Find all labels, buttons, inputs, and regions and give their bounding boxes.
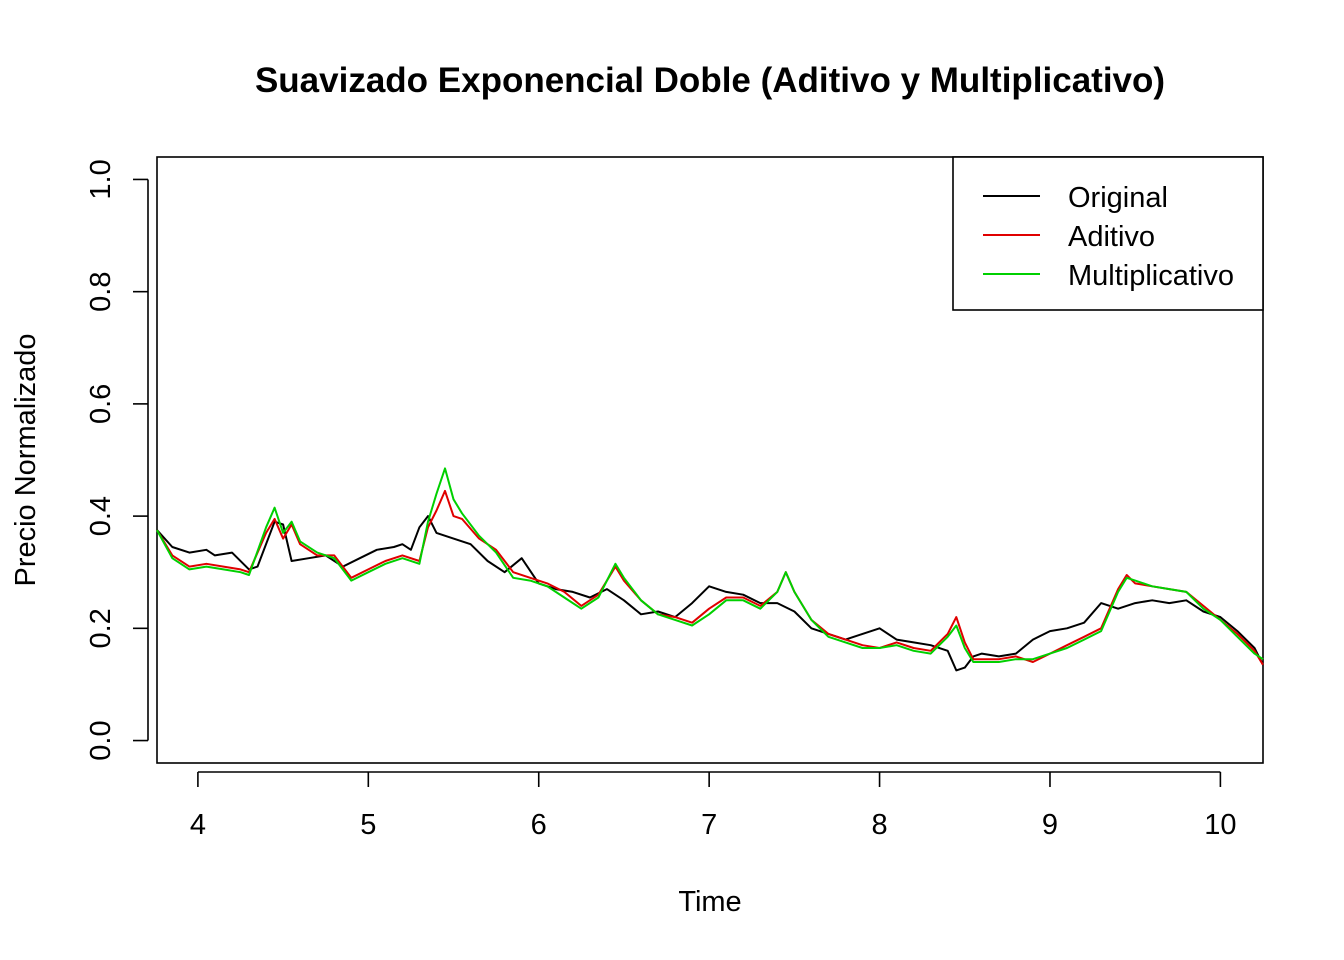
x-tick-label: 9 <box>1042 809 1058 841</box>
legend-box <box>952 156 1264 311</box>
x-axis: 4 5 6 7 8 9 10 <box>190 771 1237 841</box>
x-tick-label: 8 <box>871 809 887 841</box>
x-tick-label: 7 <box>701 809 717 841</box>
y-tick-label: 0.0 <box>85 720 117 760</box>
legend: Original Aditivo Multiplicativo <box>952 156 1264 311</box>
y-tick-label: 1.0 <box>85 159 117 199</box>
legend-label-multiplicativo: Multiplicativo <box>1068 260 1234 292</box>
plot-area-frame <box>156 156 1264 764</box>
y-tick-label: 0.4 <box>85 496 117 536</box>
x-tick-label: 10 <box>1204 809 1236 841</box>
x-tick-label: 4 <box>190 809 206 841</box>
series-line-original <box>156 515 1264 672</box>
y-tick-label: 0.6 <box>85 384 117 424</box>
y-tick-label: 0.8 <box>85 272 117 312</box>
legend-label-original: Original <box>1068 182 1168 214</box>
y-tick-label: 0.2 <box>85 608 117 648</box>
x-axis-label: Time <box>678 886 741 918</box>
series-line-aditivo <box>156 489 1264 666</box>
series-line-multiplicativo <box>156 467 1264 663</box>
x-tick-label: 5 <box>360 809 376 841</box>
series-layer <box>156 467 1264 672</box>
y-axis: 0.0 0.2 0.4 0.6 0.8 1.0 <box>85 159 149 761</box>
y-axis-label: Precio Normalizado <box>10 333 42 586</box>
chart-title: Suavizado Exponencial Doble (Aditivo y M… <box>255 61 1165 100</box>
x-tick-label: 6 <box>531 809 547 841</box>
legend-label-aditivo: Aditivo <box>1068 221 1155 253</box>
